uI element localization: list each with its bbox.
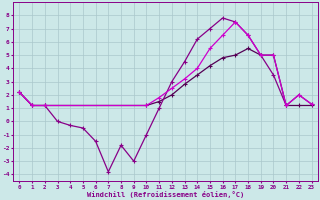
X-axis label: Windchill (Refroidissement éolien,°C): Windchill (Refroidissement éolien,°C) (87, 191, 244, 198)
